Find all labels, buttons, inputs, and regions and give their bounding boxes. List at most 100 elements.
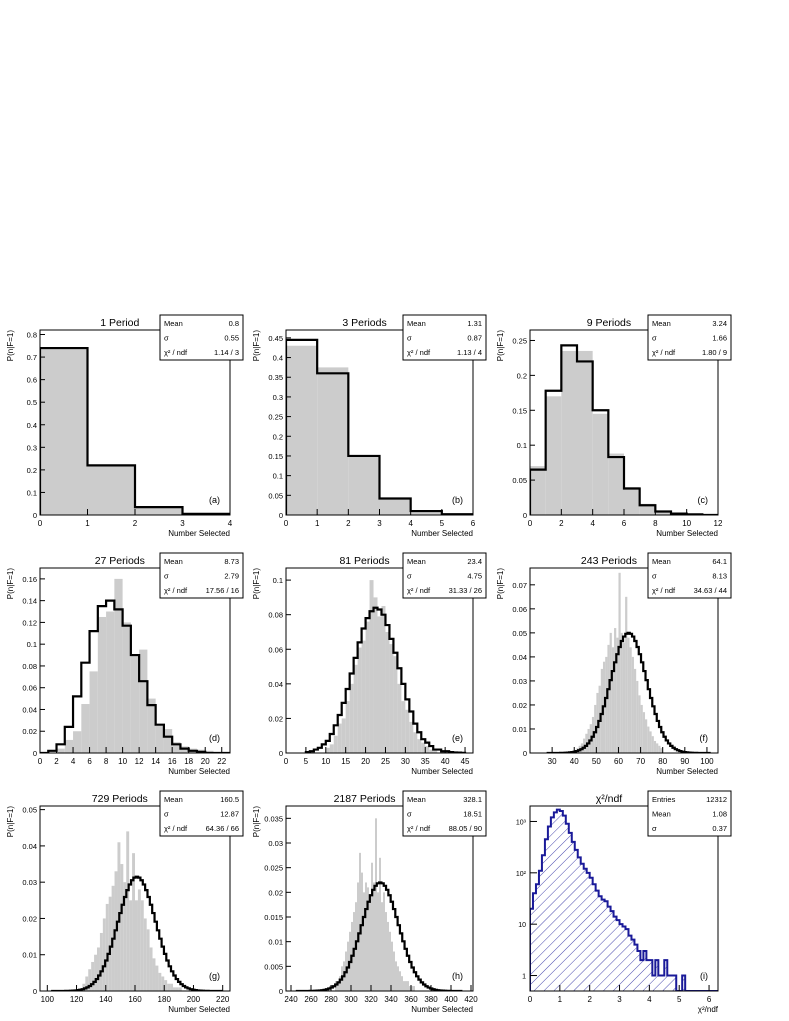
- x-axis-label: Number Selected: [168, 1005, 230, 1014]
- data-bar: [369, 580, 374, 753]
- y-tick-label: 0.015: [264, 913, 283, 922]
- data-bar: [87, 465, 135, 515]
- y-tick-label: 0.04: [512, 653, 527, 662]
- chart-title: 1 Period: [100, 317, 139, 329]
- data-bar: [417, 739, 422, 753]
- y-tick-label: 0.02: [512, 701, 527, 710]
- data-bar: [385, 631, 390, 753]
- stats-label: σ: [407, 810, 412, 819]
- stats-value: 12.87: [220, 810, 239, 819]
- data-bar: [359, 852, 361, 991]
- x-tick-label: 260: [304, 995, 318, 1004]
- y-tick-label: 0.16: [22, 575, 37, 584]
- y-tick-label: 0.45: [268, 334, 283, 343]
- data-bar: [624, 487, 640, 515]
- stats-label: σ: [164, 334, 169, 343]
- data-bar: [172, 742, 181, 753]
- x-tick-label: 100: [41, 995, 55, 1004]
- data-bar: [357, 647, 362, 753]
- data-bar: [391, 941, 393, 991]
- y-tick-label: 0: [279, 987, 283, 996]
- stats-value: 64.1: [712, 557, 727, 566]
- stats-value: 1.13 / 4: [457, 348, 482, 357]
- chart-title: 3 Periods: [342, 317, 386, 329]
- data-bar: [545, 396, 562, 515]
- axes-frame: [529, 805, 719, 992]
- y-tick-label: 0.06: [22, 684, 37, 693]
- data-bar: [403, 981, 405, 991]
- data-bar: [614, 628, 617, 753]
- data-bar: [413, 732, 418, 753]
- x-tick-label: 18: [184, 757, 193, 766]
- x-tick-label: 15: [341, 757, 350, 766]
- y-tick-label: 0.15: [268, 452, 283, 461]
- stats-label: χ² / ndf: [164, 586, 188, 595]
- y-tick-label: 0: [279, 511, 283, 520]
- data-bar: [651, 736, 654, 753]
- x-tick-label: 8: [653, 519, 658, 528]
- data-bar: [126, 831, 130, 991]
- data-bar: [155, 965, 159, 991]
- y-axis-label: P(n|F=1): [496, 568, 505, 600]
- data-bar: [114, 578, 123, 753]
- data-bar: [660, 748, 663, 753]
- x-tick-label: 60: [614, 757, 623, 766]
- plot-area: [295, 818, 463, 991]
- panel-tag: (h): [452, 971, 463, 981]
- x-tick-label: 1: [85, 519, 90, 528]
- data-bar: [411, 986, 413, 991]
- x-tick-label: 6: [707, 995, 712, 1004]
- x-tick-label: 2: [346, 519, 351, 528]
- data-bar: [658, 745, 661, 753]
- stats-value: 1.08: [712, 810, 727, 819]
- chart-title: 27 Periods: [95, 555, 145, 567]
- chart-panel: 30 40 50 60 70 80 90 100 0 0.01 0.02 0.03 0.04 0.05 0.…: [496, 552, 732, 776]
- data-bar: [429, 749, 434, 753]
- chart-panel: 0 1 2 3 4 0 0.1 0.2 0.3 0.4 0.5 0.6 0.7 0.8 1 Period P(…: [6, 314, 244, 538]
- panel-tag: (i): [700, 971, 708, 981]
- data-bar: [649, 731, 652, 753]
- stats-label: σ: [652, 824, 657, 833]
- x-tick-label: 0: [38, 757, 43, 766]
- data-bar: [137, 889, 141, 991]
- data-bar: [170, 983, 173, 991]
- stats-value: 0.37: [712, 824, 727, 833]
- data-bar: [409, 721, 414, 753]
- data-bar: [120, 864, 124, 991]
- y-tick-label: 0.04: [268, 680, 283, 689]
- y-tick-label: 10³: [516, 819, 527, 826]
- data-bar: [645, 719, 648, 753]
- data-bar: [385, 912, 387, 991]
- data-bar: [561, 350, 577, 515]
- data-bar: [173, 987, 176, 991]
- y-axis-label: P(n|F=1): [252, 330, 261, 362]
- chart-panel: 0 2 4 6 8 10 12 14 16 18 20 22 0 0.02 0.04 0.06 0.08 0.1 0…: [6, 552, 244, 776]
- data-bar: [147, 698, 156, 753]
- data-bar: [140, 900, 144, 991]
- y-tick-label: 0: [33, 987, 37, 996]
- y-tick-label: 1: [522, 974, 526, 981]
- data-bar: [329, 744, 334, 753]
- data-bar: [401, 701, 406, 753]
- x-tick-label: 4: [71, 757, 76, 766]
- stats-box: [159, 552, 244, 599]
- data-bar: [73, 731, 82, 753]
- y-tick-label: 0.01: [268, 938, 283, 947]
- stats-value: 12312: [706, 795, 727, 804]
- data-bar: [163, 729, 173, 753]
- stats-box: [647, 790, 732, 837]
- stats-label: χ² / ndf: [164, 348, 188, 357]
- data-bar: [631, 656, 634, 753]
- x-tick-label: 5: [440, 519, 445, 528]
- x-axis-label: Number Selected: [656, 529, 718, 538]
- data-bar: [363, 892, 365, 991]
- x-tick-label: 320: [364, 995, 378, 1004]
- data-bar: [638, 695, 641, 753]
- data-bar: [375, 818, 377, 991]
- y-tick-label: 0.07: [512, 581, 527, 590]
- data-bar: [627, 637, 630, 753]
- x-tick-label: 5: [677, 995, 682, 1004]
- stats-value: 23.4: [467, 557, 482, 566]
- x-tick-label: 0: [528, 995, 533, 1004]
